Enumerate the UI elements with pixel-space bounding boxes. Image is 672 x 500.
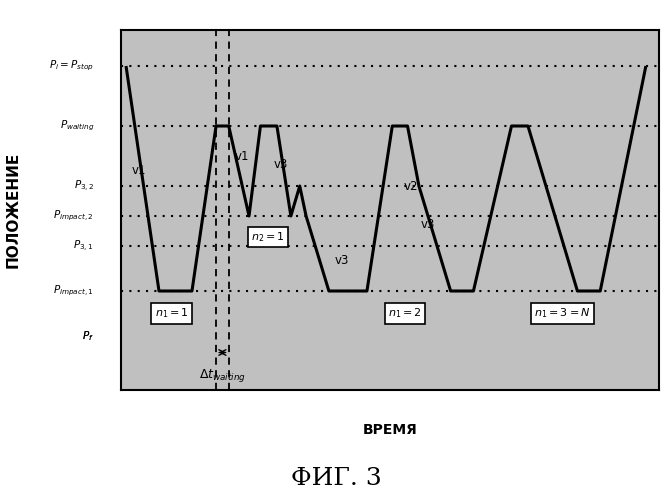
Text: $P_{impact,2}$: $P_{impact,2}$	[53, 209, 94, 223]
Text: ФИГ. 3: ФИГ. 3	[290, 467, 382, 490]
Text: v1: v1	[132, 164, 146, 177]
Text: $n_1 = 1$: $n_1 = 1$	[155, 306, 189, 320]
Text: v3: v3	[335, 254, 349, 268]
Text: v1: v1	[234, 150, 249, 162]
Text: ПОЛОЖЕНИЕ: ПОЛОЖЕНИЕ	[6, 152, 21, 268]
Text: v3: v3	[421, 218, 435, 232]
Text: $n_2 = 1$: $n_2 = 1$	[251, 230, 285, 244]
Text: $P_{impact,1}$: $P_{impact,1}$	[53, 284, 94, 298]
Text: $P_f$: $P_f$	[83, 329, 94, 343]
Text: $n_1 = 3 = N$: $n_1 = 3 = N$	[534, 306, 591, 320]
Text: $P_{waiting}$: $P_{waiting}$	[60, 119, 94, 133]
Text: $P_{3,1}$: $P_{3,1}$	[73, 238, 94, 254]
Text: $P_i=P_{stop}$: $P_i=P_{stop}$	[49, 59, 94, 73]
Text: $\Delta t_{waiting}$: $\Delta t_{waiting}$	[199, 368, 246, 384]
Text: $n_1 = 2$: $n_1 = 2$	[388, 306, 422, 320]
Text: $P_f$: $P_f$	[83, 329, 94, 343]
Text: v2: v2	[404, 180, 419, 192]
Text: $P_{3,2}$: $P_{3,2}$	[74, 178, 94, 194]
Text: v3: v3	[274, 158, 288, 172]
Text: ВРЕМЯ: ВРЕМЯ	[362, 423, 417, 437]
